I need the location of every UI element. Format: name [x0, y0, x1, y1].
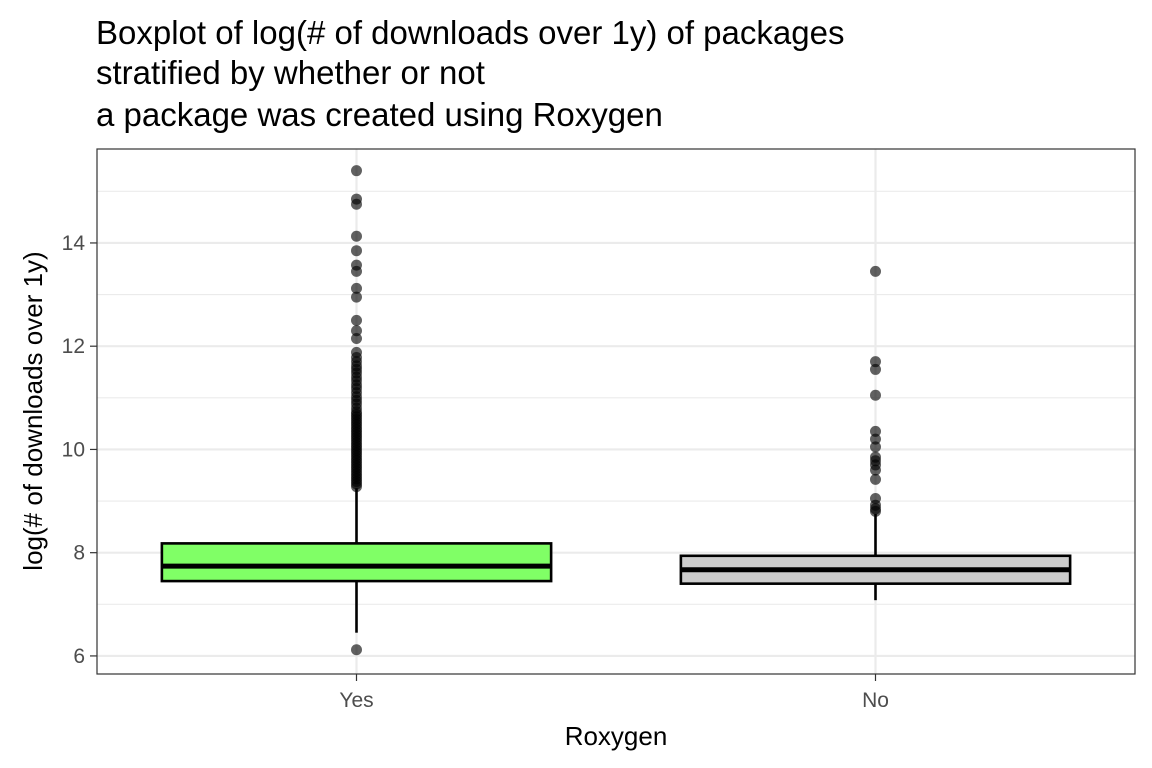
outlier-point — [870, 433, 881, 445]
y-tick-label: 12 — [62, 335, 85, 358]
outlier-point — [351, 165, 362, 177]
outlier-point — [351, 282, 362, 294]
outlier-point — [870, 441, 881, 453]
outlier-point — [870, 473, 881, 485]
outlier-point — [351, 644, 362, 656]
chart-title-line-3: a package was created using Roxygen — [96, 96, 663, 133]
y-tick-label: 6 — [73, 645, 85, 668]
boxes — [160, 488, 1072, 633]
outlier-point — [351, 346, 362, 358]
y-axis-ticks: 6 8 10 12 14 — [62, 232, 97, 668]
outlier-point — [870, 356, 881, 368]
outlier-point — [351, 259, 362, 271]
outlier-point — [351, 230, 362, 242]
plot-panel-border — [96, 148, 1136, 675]
outlier-point — [351, 291, 362, 303]
x-axis-ticks: Yes No — [339, 674, 889, 712]
outlier-point — [870, 363, 881, 375]
outlier-point — [870, 265, 881, 277]
chart-title-line-1: Boxplot of log(# of downloads over 1y) o… — [96, 14, 844, 51]
outlier-point — [351, 314, 362, 326]
outlier-point — [351, 245, 362, 257]
y-axis-title: log(# of downloads over 1y) — [18, 251, 48, 570]
x-tick-label: No — [862, 689, 889, 712]
y-tick-label: 14 — [62, 232, 86, 255]
outlier-point — [351, 332, 362, 344]
chart-title-line-2: stratified by whether or not — [96, 54, 485, 91]
outlier-point — [870, 389, 881, 401]
box-no — [679, 513, 1072, 601]
outlier-point — [351, 193, 362, 205]
outlier-point — [351, 325, 362, 337]
y-tick-label: 10 — [62, 438, 85, 461]
box-yes — [160, 488, 553, 633]
outlier-point — [870, 425, 881, 437]
x-axis-title: Roxygen — [565, 721, 668, 751]
outlier-point — [870, 492, 881, 504]
y-tick-label: 8 — [73, 542, 85, 565]
outlier-points — [351, 165, 881, 656]
box-iqr — [160, 542, 553, 583]
x-tick-label: Yes — [339, 689, 373, 712]
outlier-point — [870, 451, 881, 463]
